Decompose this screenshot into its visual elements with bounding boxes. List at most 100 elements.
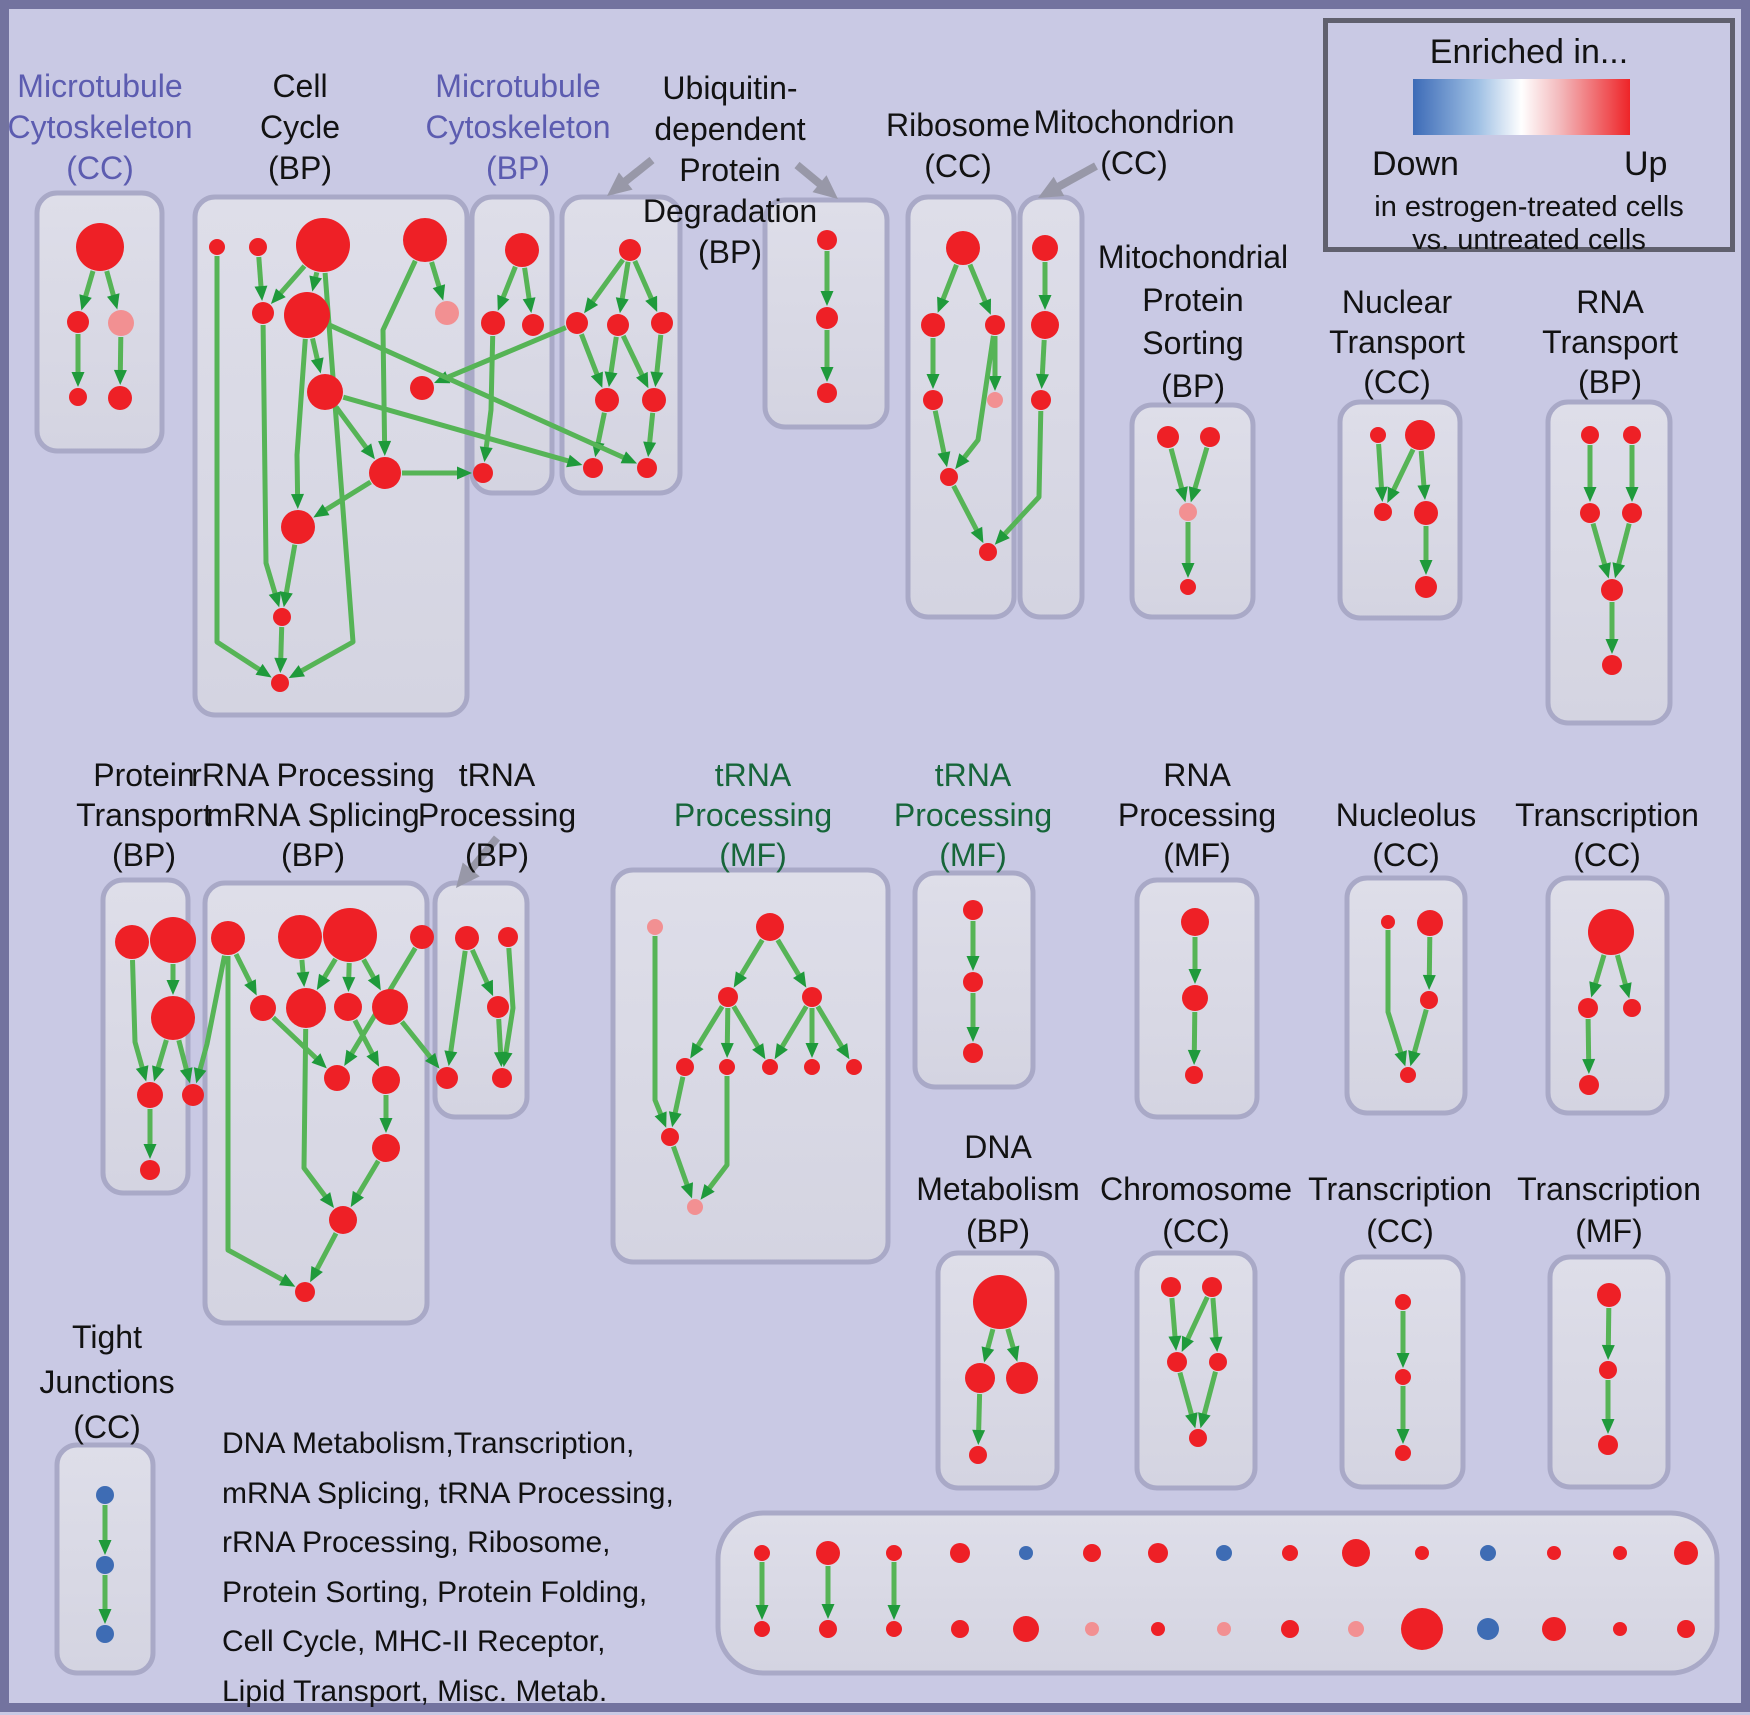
group-label-mps: Protein xyxy=(1142,282,1243,318)
go-term-node-red xyxy=(140,1160,160,1180)
group-label-dna-metab: Metabolism xyxy=(916,1171,1080,1207)
edge-line xyxy=(155,1039,169,1071)
edge-line xyxy=(271,1015,320,1062)
go-term-node-red xyxy=(1395,1369,1411,1385)
go-term-node-red xyxy=(1031,390,1051,410)
go-term-node-red xyxy=(1031,311,1059,339)
group-label-rrna: (BP) xyxy=(281,837,345,873)
group-label-rna-proc-mf: Processing xyxy=(1118,797,1276,833)
edge-arrowhead xyxy=(887,1605,901,1620)
go-term-node-red xyxy=(1599,1361,1617,1379)
legend-box: Enriched in... Down Up in estrogen-treat… xyxy=(1323,18,1735,256)
edge-arrowhead xyxy=(360,443,375,460)
edge-line xyxy=(278,626,285,662)
go-term-node-red xyxy=(1342,1539,1370,1567)
group-label-trna-mf-2: Processing xyxy=(894,797,1052,833)
go-term-node-red xyxy=(1415,1546,1429,1560)
go-term-node-blue xyxy=(96,1486,114,1504)
edge-line xyxy=(1001,410,1044,538)
group-label-cell-cycle: Cycle xyxy=(260,109,340,145)
group-label-mito: Mitochondrion xyxy=(1034,104,1235,140)
go-term-node-red xyxy=(1006,1362,1038,1394)
edge-arrowhead xyxy=(494,1051,507,1067)
pointer-arrow-line xyxy=(1054,162,1098,192)
edge-arrowhead xyxy=(310,1266,323,1283)
group-label-tight-junctions: Junctions xyxy=(39,1364,174,1400)
edge-line xyxy=(654,334,664,376)
group-label-mps: Mitochondrial xyxy=(1098,239,1288,275)
group-label-nuc-transport: Nuclear xyxy=(1342,284,1453,320)
edge-line xyxy=(429,261,443,290)
go-term-node-red xyxy=(619,239,641,261)
legend-up-label: Up xyxy=(1624,145,1668,183)
edge-line xyxy=(320,957,338,981)
edge-arrowhead xyxy=(1582,1058,1596,1074)
edge-arrowhead xyxy=(342,976,356,992)
legend-down-label: Down xyxy=(1372,145,1459,183)
go-term-node-red xyxy=(886,1545,902,1561)
go-term-node-red xyxy=(816,307,838,329)
edge-arrowhead xyxy=(179,1067,193,1084)
go-term-node-red xyxy=(250,995,276,1021)
group-label-rrna: mRNA Splicing xyxy=(206,797,419,833)
edge-line xyxy=(1177,1371,1195,1418)
group-label-cell-cycle: (BP) xyxy=(268,150,332,186)
go-term-node-red xyxy=(1598,1435,1618,1455)
edge-arrowhead xyxy=(805,1043,819,1058)
edge-arrowhead xyxy=(113,369,127,385)
go-term-node-red xyxy=(410,376,434,400)
edge-arrowhead xyxy=(268,591,282,608)
edge-arrowhead xyxy=(650,371,664,388)
edge-arrowhead xyxy=(479,446,493,463)
go-term-node-red xyxy=(273,608,291,626)
edge-arrowhead xyxy=(457,466,472,480)
edge-line xyxy=(380,259,418,445)
go-term-node-red xyxy=(651,312,673,334)
edge-line xyxy=(354,1159,381,1199)
layer-labels: Microtubule Cytoskeleton (CC) Cell Cycle (BP)… xyxy=(8,68,1701,1445)
go-term-node-red xyxy=(963,972,983,992)
go-term-node-red xyxy=(150,917,196,963)
edge-arrowhead xyxy=(309,275,322,292)
go-term-node-red xyxy=(372,1134,400,1162)
group-label-trna-mf-2: (MF) xyxy=(939,837,1007,873)
go-term-node-red xyxy=(979,543,997,561)
go-term-node-red xyxy=(1157,426,1179,448)
go-term-node-red xyxy=(1281,1620,1299,1638)
go-term-node-red xyxy=(1181,908,1209,936)
edge-line xyxy=(1210,1297,1219,1341)
group-label-ubi-label: (BP) xyxy=(698,234,762,270)
group-label-chromosome: (CC) xyxy=(1162,1213,1230,1249)
go-term-node-red xyxy=(286,988,326,1028)
edge-arrowhead xyxy=(645,295,658,312)
edge-arrowhead xyxy=(291,493,304,509)
group-box-trans-cc-1 xyxy=(1545,875,1670,1116)
edge-arrowhead xyxy=(994,529,1010,545)
edge-arrowhead xyxy=(166,980,180,995)
edge-line xyxy=(310,337,321,363)
group-box-mito xyxy=(1017,194,1085,620)
edge-line xyxy=(724,1007,731,1047)
edge-line xyxy=(82,270,96,300)
edge-arrowhead xyxy=(700,1184,715,1200)
edge-arrowhead xyxy=(444,1050,458,1067)
edge-arrowhead xyxy=(1625,487,1639,502)
edge-arrowhead xyxy=(1168,1335,1182,1351)
edge-line xyxy=(815,1005,846,1051)
edge-line xyxy=(579,333,601,378)
edge-line xyxy=(522,267,532,302)
group-label-mps: (BP) xyxy=(1161,368,1225,404)
go-term-node-red xyxy=(334,993,362,1021)
go-term-node-red xyxy=(1677,1620,1695,1638)
edge-line xyxy=(589,258,625,306)
edge-arrowhead xyxy=(107,293,120,310)
edge-line xyxy=(260,324,279,597)
edge-arrowhead xyxy=(366,1050,380,1067)
edge-line xyxy=(620,334,646,379)
group-label-trna-mf-2: tRNA xyxy=(935,757,1012,793)
go-term-node-pink xyxy=(687,1199,703,1215)
edge-line xyxy=(632,259,655,303)
edge-arrowhead xyxy=(1181,563,1195,578)
go-term-node-red xyxy=(1032,235,1058,261)
go-term-node-red xyxy=(973,1275,1027,1329)
